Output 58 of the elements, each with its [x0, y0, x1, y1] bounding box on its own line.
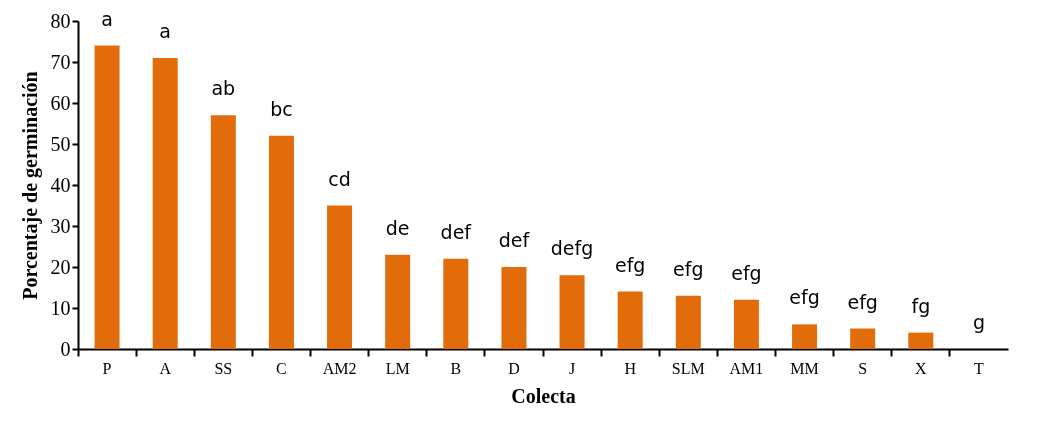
x-tick-label: AM2	[322, 359, 357, 377]
x-tick-label: D	[508, 359, 520, 377]
bar	[501, 267, 527, 349]
x-tick-label: H	[624, 359, 637, 377]
x-axis-title: Colecta	[511, 384, 576, 407]
y-axis-title: Porcentaje de germinación	[18, 71, 42, 300]
x-tick-label: C	[276, 359, 287, 377]
y-tick-label: 40	[50, 173, 71, 196]
annotation: defg	[550, 237, 594, 260]
annotation: a	[159, 19, 172, 42]
bar	[443, 258, 469, 349]
y-tick-label: 10	[50, 296, 71, 319]
bar	[675, 295, 701, 349]
bar	[94, 45, 120, 349]
x-tick-label: AM1	[729, 359, 764, 377]
x-tick-label: J	[568, 359, 576, 377]
annotation: ab	[211, 77, 236, 100]
bar	[733, 299, 759, 349]
annotation: def	[440, 220, 473, 243]
annotation: de	[385, 216, 410, 239]
bar	[559, 275, 585, 349]
x-tick-label: T	[974, 359, 985, 377]
bar	[792, 324, 818, 349]
bar	[327, 205, 353, 349]
annotation: bc	[270, 97, 293, 120]
x-tick-label: B	[450, 359, 462, 377]
y-tick-label: 0	[60, 337, 71, 360]
y-tick-label: 70	[50, 50, 71, 73]
y-tick-label: 20	[50, 255, 71, 278]
x-tick-label: P	[102, 359, 112, 377]
annotation: fg	[911, 294, 931, 317]
y-tick-label: 30	[50, 214, 71, 237]
y-tick-label: 60	[50, 91, 71, 114]
annotation: a	[101, 7, 113, 30]
annotation: cd	[328, 167, 351, 190]
x-tick-label: SS	[214, 359, 233, 377]
annotation: efg	[847, 290, 878, 313]
x-tick-label: SLM	[671, 359, 705, 377]
x-tick-label: X	[915, 359, 928, 377]
annotation: g	[972, 311, 985, 333]
y-tick-label: 80	[50, 9, 71, 32]
x-tick-label: A	[159, 359, 172, 377]
annotation: def	[498, 229, 531, 251]
x-tick-label: MM	[790, 359, 819, 377]
x-tick-label: S	[858, 359, 868, 377]
bar	[617, 291, 643, 349]
bar	[385, 254, 411, 349]
bar	[268, 135, 294, 349]
annotation: efg	[673, 257, 704, 280]
bar	[152, 57, 178, 349]
annotation: efg	[614, 253, 646, 276]
annotation: efg	[731, 261, 762, 284]
bar	[908, 332, 934, 349]
bar	[850, 328, 876, 349]
x-tick-label: LM	[385, 359, 410, 377]
y-tick-label: 50	[50, 132, 71, 155]
bar	[210, 115, 236, 349]
annotation: efg	[789, 286, 820, 309]
